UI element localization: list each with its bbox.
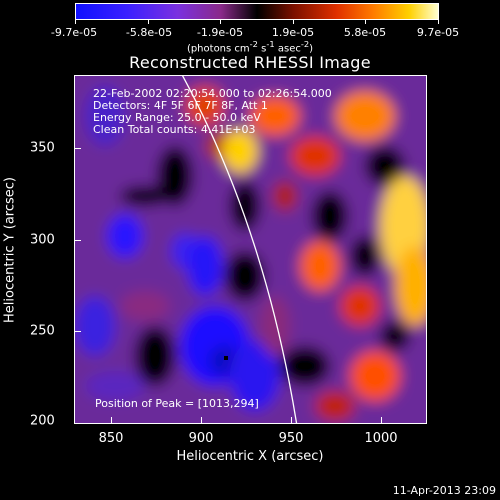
solar-limb-line [181,76,298,423]
colorbar-label: 1.9e-05 [271,26,315,39]
x-tick-mark [201,417,202,424]
y-tick-mark [74,331,81,332]
y-tick-label: 300 [30,232,55,248]
annotation-energy: Energy Range: 25.0 - 50.0 keV [93,111,261,124]
x-tick-label: 850 [98,431,124,446]
y-tick-label: 200 [30,413,55,429]
x-axis-label: Heliocentric X (arcsec) [176,449,324,464]
x-tick-mark [291,417,292,424]
annotation-peak: Position of Peak = [1013,294] [95,397,259,410]
colorbar-tick [365,20,366,24]
y-tick-label: 350 [30,140,55,156]
intensity-blobs [75,76,426,423]
timestamp: 11-Apr-2013 23:09 [392,484,496,497]
peak-marker [224,356,228,360]
colorbar-tick [293,20,294,24]
x-tick-mark [381,417,382,424]
plot-title: Reconstructed RHESSI Image [129,53,371,72]
colorbar-tick [148,20,149,24]
colorbar-label: -9.7e-05 [50,26,98,39]
colorbar-tick [220,20,221,24]
annotation-detectors: Detectors: 4F 5F 6F 7F 8F, Att 1 [93,99,268,112]
colorbar-units: (photons cm-2 s-1 asec-2) [186,39,314,55]
colorbar-label: -5.8e-05 [125,26,173,39]
annotation-counts: Clean Total counts: 4.41E+03 [93,123,256,136]
colorbar-label: 9.7e-05 [416,26,460,39]
y-tick-mark [74,240,81,241]
colorbar [75,3,439,20]
x-tick-label: 1000 [364,431,398,446]
colorbar-tick [438,20,439,24]
colorbar-label: -1.9e-05 [196,26,244,39]
annotation-time: 22-Feb-2002 02:20:54.000 to 02:26:54.000 [93,87,332,100]
x-tick-label: 900 [188,431,214,446]
y-axis-label: Heliocentric Y (arcsec) [2,177,18,323]
heatmap-plot [74,75,427,424]
y-tick-mark [74,148,81,149]
colorbar-label: 5.8e-05 [343,26,387,39]
x-tick-mark [111,417,112,424]
heatmap-svg [75,76,426,423]
x-tick-label: 950 [278,431,304,446]
colorbar-tick [75,20,76,24]
y-tick-label: 250 [30,323,55,339]
